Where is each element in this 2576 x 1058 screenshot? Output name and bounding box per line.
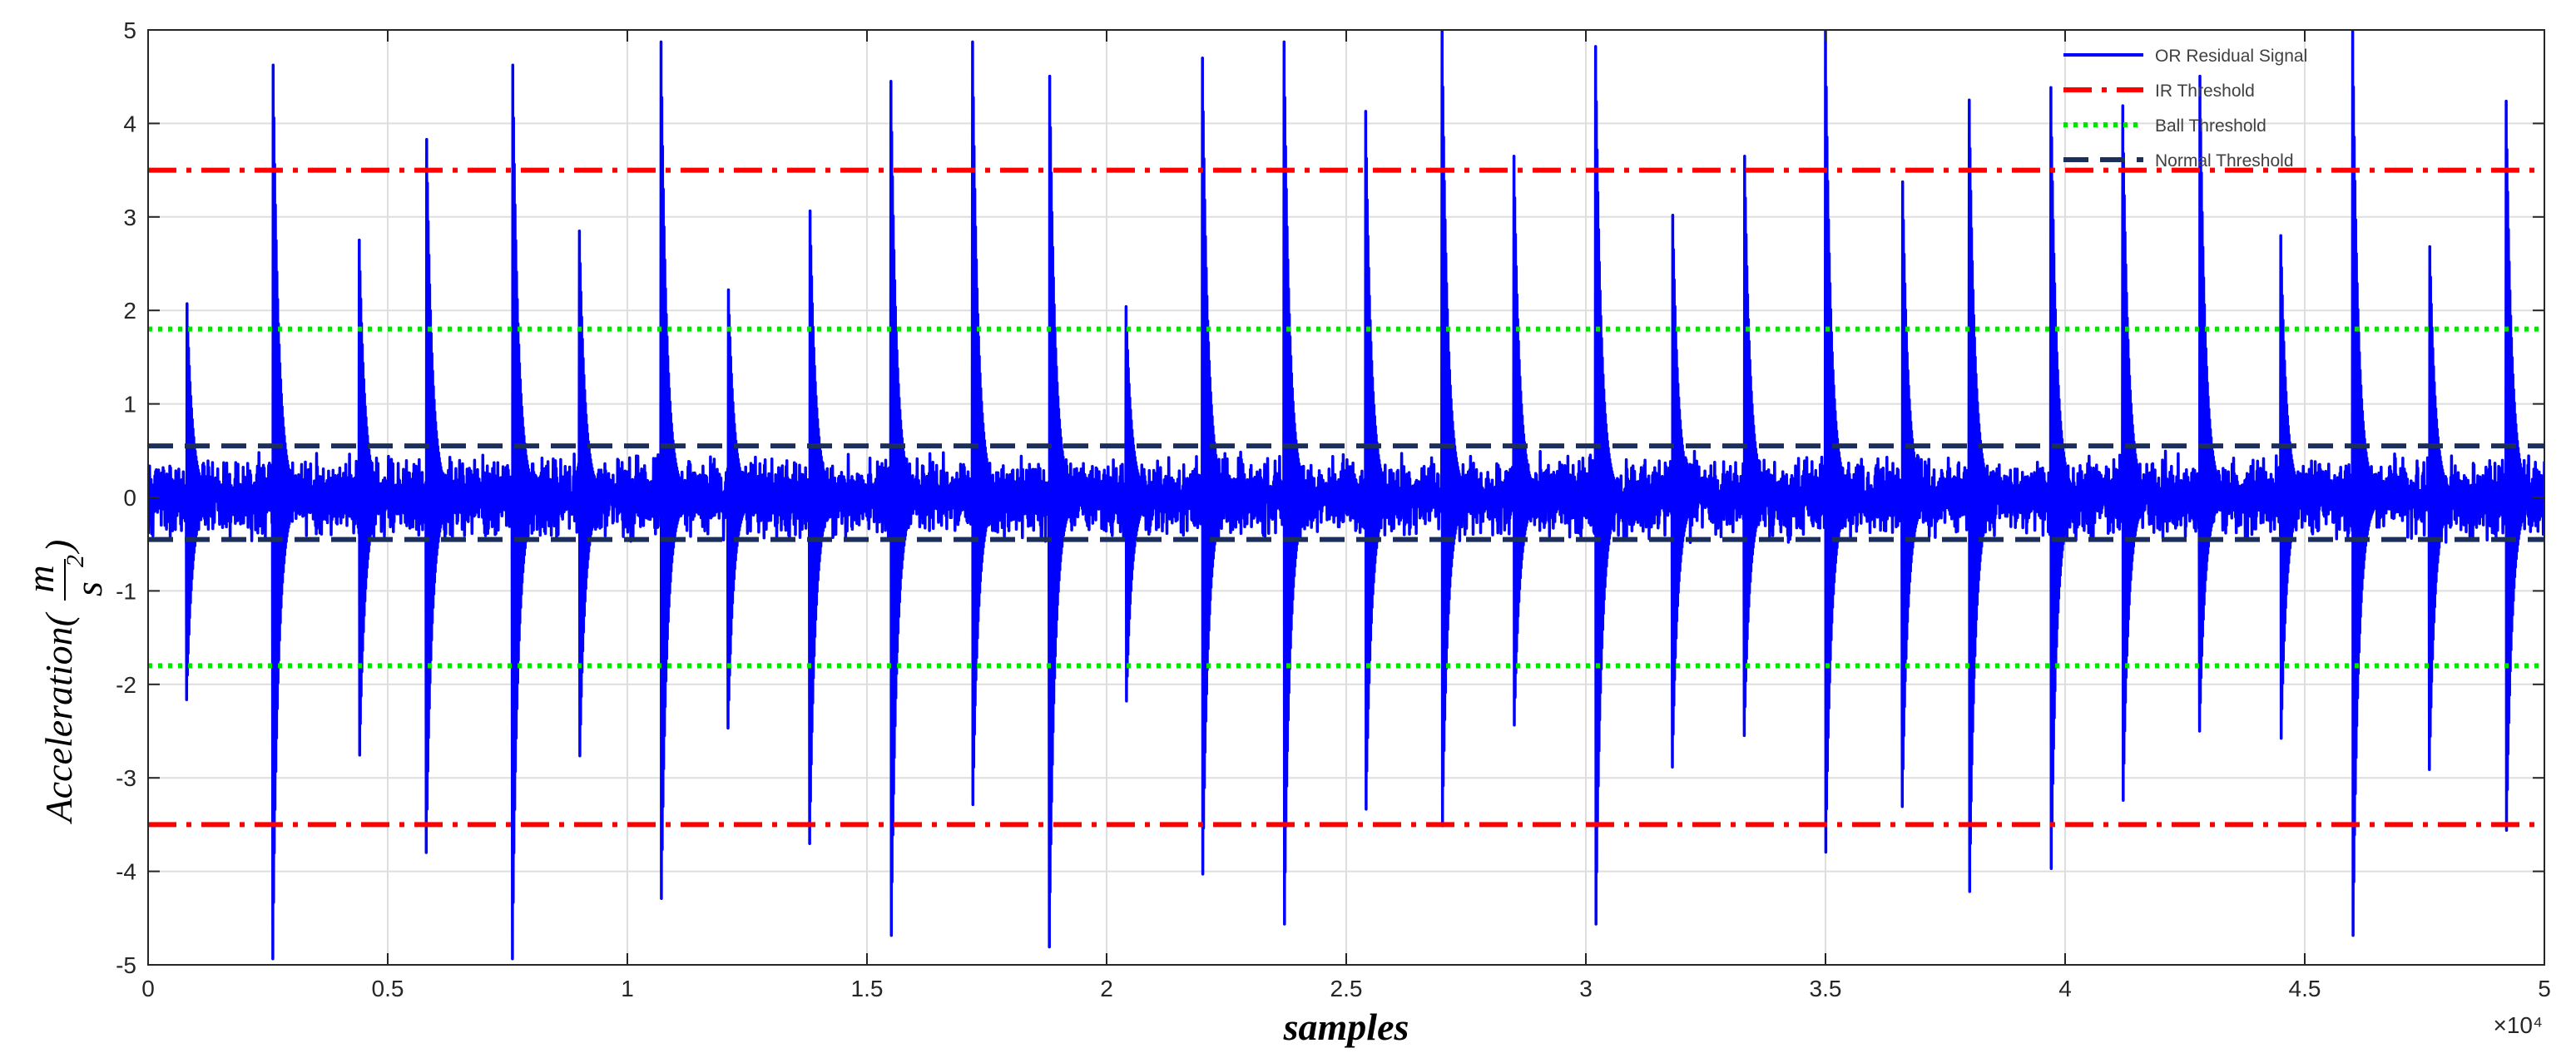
y-tick-label: -5 [116,952,136,978]
legend-label: OR Residual Signal [2155,47,2307,66]
x-tick-label: 4.5 [2289,976,2321,1001]
svg-text:m: m [19,565,62,592]
x-tick-label: 3 [1579,976,1593,1001]
y-tick-label: 0 [123,485,136,511]
or-residual-signal-line [148,30,2544,961]
y-tick-label: -4 [116,859,136,885]
y-axis-title: Acceleration( m s 2 ) [19,540,110,825]
y-tick-label: 1 [123,392,136,418]
svg-text:2: 2 [62,555,89,567]
x-tick-label: 0.5 [372,976,404,1001]
x-tick-label: 0 [141,976,155,1001]
x-tick-label: 1 [621,976,634,1001]
y-tick-label: -3 [116,765,136,791]
x-tick-label: 3.5 [1810,976,1842,1001]
y-tick-label: 4 [123,111,136,136]
legend-label: IR Threshold [2155,82,2255,101]
svg-text:): ) [37,540,80,555]
x-tick-label: 4 [2058,976,2072,1001]
y-tick-label: 3 [123,205,136,230]
x-tick-label: 1.5 [851,976,884,1001]
legend-label: Normal Threshold [2155,151,2294,171]
x-tick-label: 2 [1100,976,1113,1001]
y-tick-label: -2 [116,672,136,698]
y-tick-label: -1 [116,578,136,604]
svg-text:Acceleration(: Acceleration( [37,611,80,824]
x-tick-label: 2.5 [1330,976,1363,1001]
legend: OR Residual Signal IR Threshold Ball Thres… [2063,47,2307,171]
legend-label: Ball Threshold [2155,116,2266,136]
threshold-lines [148,167,2544,828]
svg-text:s: s [67,581,110,596]
x-tick-label: 5 [2538,976,2551,1001]
x-axis-title: samples [1283,1006,1409,1048]
y-tick-label: 5 [123,17,136,43]
y-tick-label: 2 [123,298,136,324]
x-exponent-label: ×10⁴ [2493,1012,2543,1038]
signal-trace [148,30,2544,961]
axis-ticks: 0 0.5 1 1.5 2 2.5 3 3.5 4 4.5 5 -5 -4 -3 -2 -1 0 1 2 3 4 5 [116,17,2551,1001]
